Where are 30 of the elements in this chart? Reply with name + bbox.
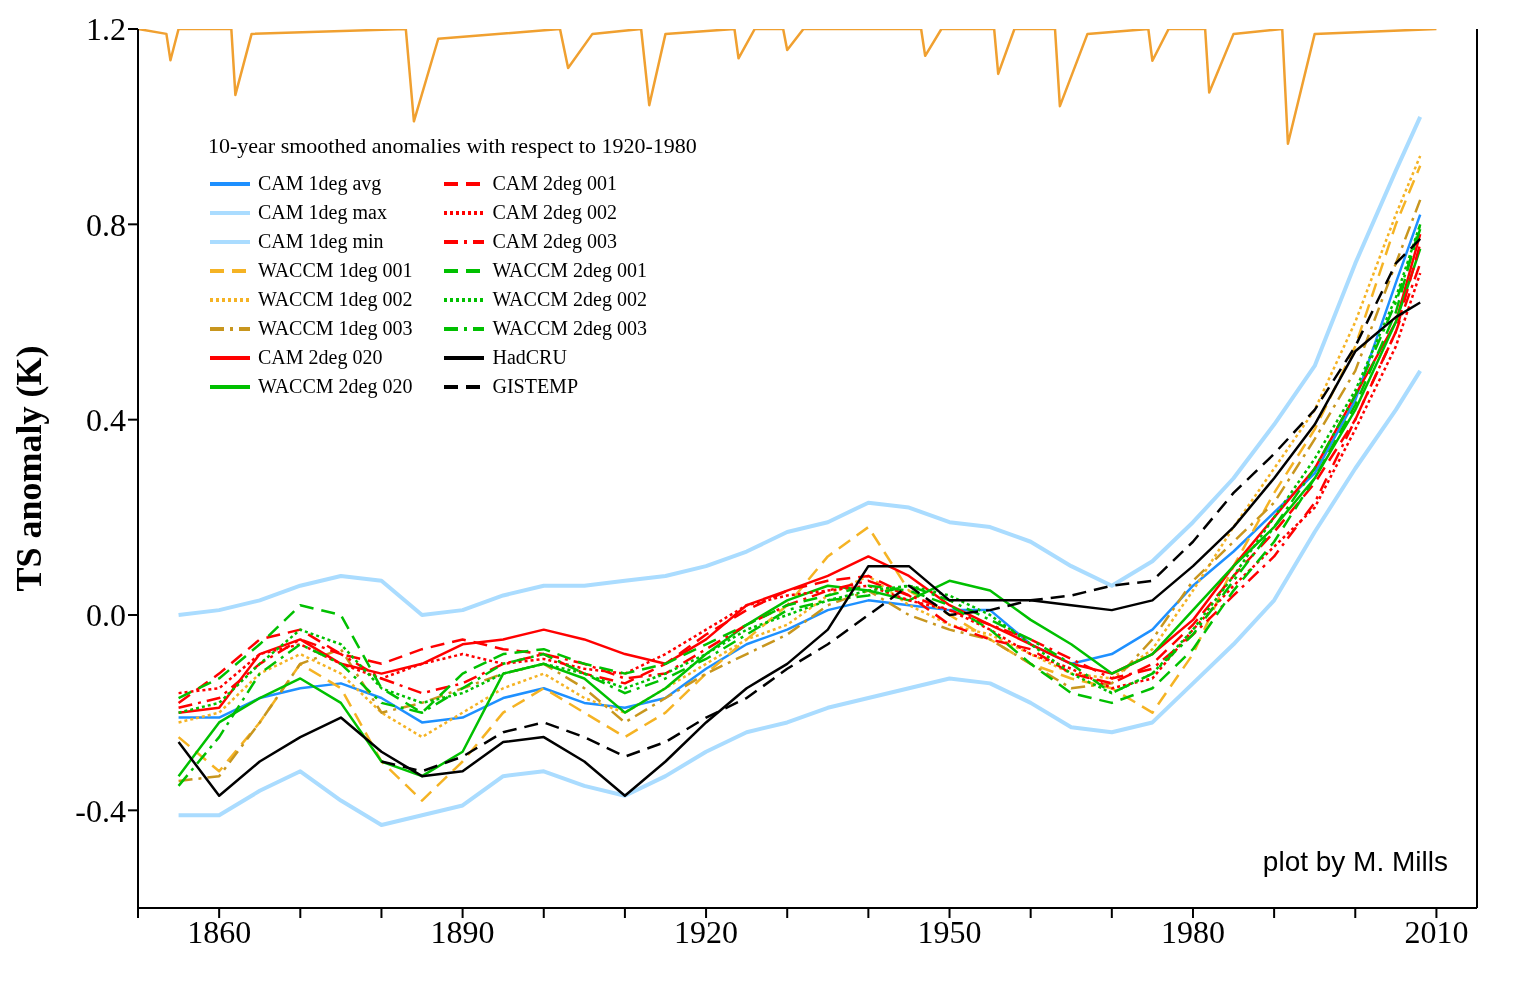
legend-label: CAM 2deg 001 [492,172,617,195]
y-tick-label: 0.8 [86,206,126,243]
legend-label: WACCM 2deg 003 [492,317,647,340]
y-tick-label: 1.2 [86,11,126,48]
x-tick-label: 2010 [1404,913,1469,950]
legend-label: WACCM 2deg 020 [258,375,413,398]
x-tick-label: 1950 [917,913,982,950]
y-tick-label: -0.4 [75,792,126,829]
annotation: plot by M. Mills [1262,846,1448,878]
y-tick-label: 0.4 [86,402,126,439]
legend-label: WACCM 1deg 003 [258,317,413,340]
legend-label: CAM 2deg 002 [492,201,617,224]
x-tick-label: 1920 [674,913,739,950]
legend-label: CAM 2deg 003 [492,230,617,253]
y-axis-title: TS anomaly (K) [8,345,49,592]
x-tick-label: 1980 [1160,913,1225,950]
legend-label: CAM 1deg avg [258,172,382,195]
y-tick-label: 0.0 [86,597,126,634]
legend-label: GISTEMP [492,375,579,398]
legend-label: CAM 1deg min [258,230,384,253]
legend-label: WACCM 2deg 001 [492,259,647,282]
legend-label: WACCM 1deg 001 [258,259,413,282]
legend-label: CAM 1deg max [258,201,387,224]
legend-label: WACCM 2deg 002 [492,288,647,311]
x-tick-label: 1890 [430,913,495,950]
legend-label: HadCRU [492,346,567,369]
x-tick-label: 1860 [187,913,252,950]
legend-label: CAM 2deg 020 [258,346,383,369]
legend-title: 10-year smoothed anomalies with respect to 1920-1980 [208,133,698,159]
legend-label: WACCM 1deg 002 [258,288,413,311]
